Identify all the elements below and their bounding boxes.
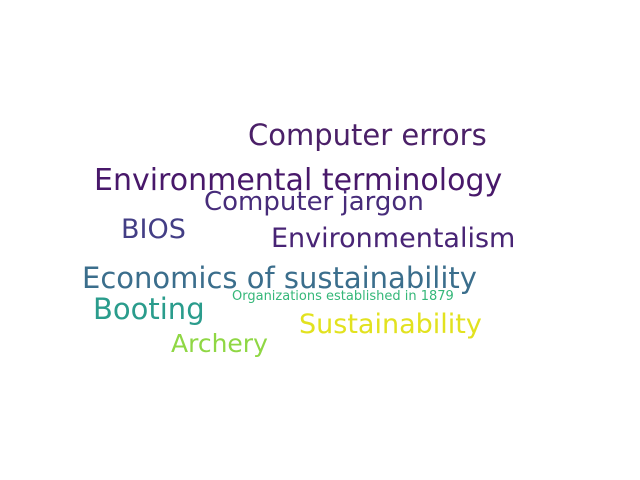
word-sustainability: Sustainability [299, 309, 482, 340]
word-bios: BIOS [121, 214, 186, 245]
word-environmental-terminology: Environmental terminology [94, 163, 503, 198]
word-booting: Booting [93, 292, 205, 326]
word-economics-of-sustainability: Economics of sustainability [82, 261, 477, 295]
word-organizations-established-in-1879: Organizations established in 1879 [232, 289, 454, 304]
word-computer-jargon: Computer jargon [204, 187, 424, 217]
word-environmentalism: Environmentalism [271, 223, 516, 254]
word-computer-errors: Computer errors [248, 118, 487, 152]
word-archery: Archery [171, 329, 268, 358]
